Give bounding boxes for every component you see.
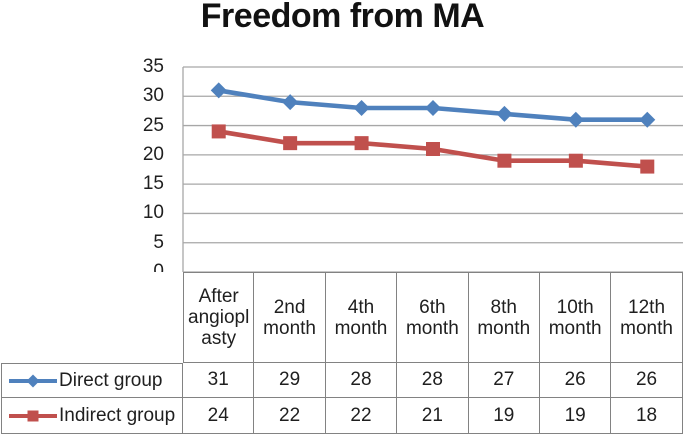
marker-direct-group [425, 100, 441, 116]
legend-diamond [26, 374, 40, 387]
column-header-label: 2nd month [263, 296, 316, 339]
marker-indirect-group [426, 142, 440, 156]
table-value-cell: 26 [539, 363, 612, 398]
table-header-cell: After angioplasty [183, 272, 255, 363]
y-axis-tick-label: 25 [142, 114, 164, 136]
legend-label: Direct group [59, 369, 163, 391]
y-axis-tick-label: 5 [153, 231, 164, 253]
table-value-cell: 28 [397, 363, 469, 398]
table-header-cell: 4th month [325, 272, 398, 363]
column-header-label: 10th month [548, 296, 602, 339]
marker-direct-group [496, 105, 513, 122]
table-value-cell: 24 [183, 398, 255, 434]
marker-indirect-group [354, 136, 369, 151]
y-axis-tick-label: 35 [142, 56, 164, 77]
table-header-cell: 6th month [397, 272, 469, 363]
y-axis: 35 30 25 20 15 10 5 0 [0, 0, 164, 290]
table-value-cell: 28 [325, 363, 398, 398]
table-header-cell: 10th month [539, 272, 612, 363]
table-value-cell: 26 [611, 363, 683, 398]
y-axis-tick-label: 15 [142, 173, 164, 195]
table-value-cell: 21 [397, 398, 469, 434]
table-value-cell: 27 [468, 363, 540, 398]
legend-item-indirect-group: Indirect group [1, 398, 183, 434]
legend-item-direct-group: Direct group [1, 363, 183, 398]
legend-square [27, 410, 39, 421]
column-header-label: 6th month [405, 296, 459, 339]
marker-indirect-group [568, 153, 583, 168]
table-value-cell: 31 [183, 363, 255, 398]
marker-direct-group [639, 111, 656, 128]
chart-title: Freedom from MA [200, 0, 485, 35]
marker-indirect-group [283, 136, 298, 151]
table-header-cell: 8th month [468, 272, 540, 363]
column-header-label: 8th month [477, 296, 531, 339]
indirect-group-square-marker-icon [9, 410, 57, 421]
y-axis-tick-label: 30 [142, 85, 164, 107]
table-value-cell: 22 [325, 398, 398, 434]
marker-indirect-group [640, 159, 655, 174]
data-table: After angioplasty 2nd month 4th month 6th m… [1, 272, 683, 434]
column-header-label: 12th month [620, 296, 673, 339]
marker-direct-group [282, 94, 299, 111]
table-value-cell: 18 [611, 398, 683, 434]
plot-area [182, 66, 683, 273]
table-header-cell: 2nd month [254, 272, 326, 363]
table-value-cell: 29 [254, 363, 326, 398]
y-axis-tick-label: 20 [142, 143, 164, 165]
marker-direct-group [567, 111, 584, 128]
marker-indirect-group [497, 153, 512, 168]
y-axis-tick-label: 0 [0, 261, 164, 283]
column-header-label: 4th month [334, 296, 388, 339]
marker-direct-group [353, 100, 370, 116]
marker-direct-group [210, 82, 227, 99]
table-value-cell: 22 [254, 398, 326, 434]
table-header-cell: 12th month [611, 272, 683, 363]
legend-label: Indirect group [59, 404, 176, 426]
marker-indirect-group [211, 124, 226, 139]
table-value-cell: 19 [539, 398, 612, 434]
direct-group-diamond-marker-icon [9, 374, 57, 387]
table-corner-cell [1, 272, 183, 363]
table-value-cell: 19 [468, 398, 540, 434]
y-axis-tick-label: 10 [142, 202, 164, 224]
column-header-label: After angioplasty [188, 286, 250, 349]
